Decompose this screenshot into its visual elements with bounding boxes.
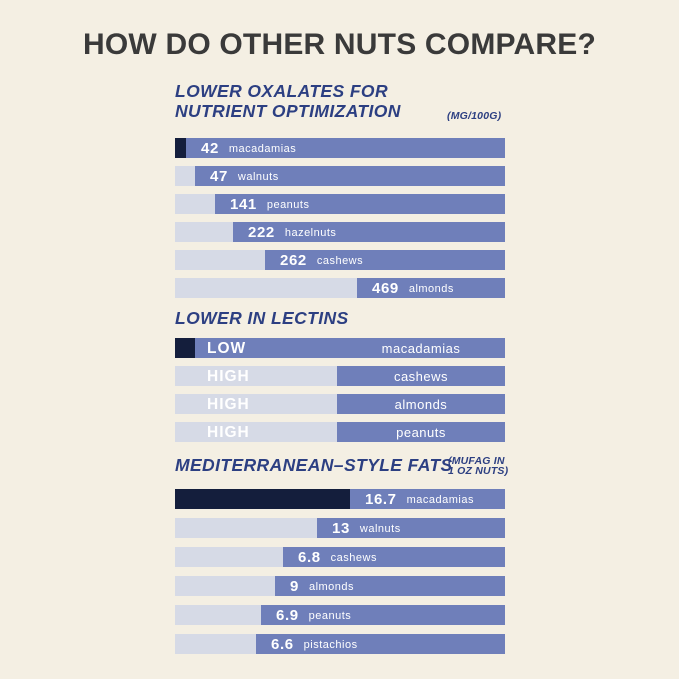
bar-row-walnuts: 13 walnuts xyxy=(175,518,505,538)
bar-label: walnuts xyxy=(359,522,401,535)
bar-row-almonds: HIGH almonds xyxy=(175,394,505,414)
section-oxalates: LOWER OXALATES FOR NUTRIENT OPTIMIZATION… xyxy=(175,81,505,306)
level-value: HIGH xyxy=(207,368,250,385)
value-segment xyxy=(175,422,337,442)
bar-label: peanuts xyxy=(266,198,310,211)
bar-value: 469 xyxy=(372,279,399,297)
bar-label: macadamias xyxy=(406,493,474,506)
bar-label: peanuts xyxy=(396,425,446,440)
bar-value: 141 xyxy=(230,195,257,213)
section-heading-line: LOWER IN LECTINS xyxy=(175,308,349,328)
bar-row-hazelnuts: 222 hazelnuts xyxy=(175,222,505,242)
bar-label: macadamias xyxy=(228,142,297,155)
bar-label: peanuts xyxy=(308,609,352,622)
section-heading: MEDITERRANEAN–STYLE FATS xyxy=(175,455,505,475)
bar-value: 9 xyxy=(290,577,299,595)
value-segment xyxy=(175,278,357,298)
value-segment xyxy=(175,366,337,386)
value-segment xyxy=(175,518,317,538)
section-unit-line: (MG/100G) xyxy=(447,110,502,122)
bar-label: hazelnuts xyxy=(284,226,337,239)
value-segment xyxy=(175,194,215,214)
highlight-segment xyxy=(175,138,186,158)
section-heading: LOWER OXALATES FOR NUTRIENT OPTIMIZATION xyxy=(175,81,505,121)
section-fats: MEDITERRANEAN–STYLE FATS (MUFAG IN 1 OZ … xyxy=(175,455,509,663)
level-value: HIGH xyxy=(207,396,250,413)
level-value: HIGH xyxy=(207,424,250,441)
bar-value: 6.8 xyxy=(298,548,321,566)
section-heading: LOWER IN LECTINS xyxy=(175,308,505,328)
bar-label: cashews xyxy=(393,369,449,384)
bar-value: 262 xyxy=(280,251,307,269)
bar-row-cashews: 6.8 cashews xyxy=(175,547,505,567)
bar-chart-fats: 16.7 macadamias 13 walnuts 6.8 cashews 9 almond… xyxy=(175,489,505,654)
value-segment xyxy=(175,547,283,567)
bar-value: 222 xyxy=(248,223,275,241)
bar-label: almonds xyxy=(408,282,454,295)
value-segment xyxy=(175,250,265,270)
bar-value: 6.6 xyxy=(271,635,294,653)
value-segment xyxy=(175,222,233,242)
section-heading-line: MEDITERRANEAN–STYLE FATS xyxy=(175,455,453,475)
bar-chart-lectins: LOW macadamias HIGH cashews HIGH almonds HIGH p… xyxy=(175,338,505,442)
bar-chart-oxalates: 42 macadamias 47 walnuts 141 peanuts 222 hazeln… xyxy=(175,138,505,298)
bar-label: cashews xyxy=(330,551,377,564)
bar-row-almonds: 9 almonds xyxy=(175,576,505,596)
highlight-segment xyxy=(175,338,195,358)
bar-row-pistachios: 6.6 pistachios xyxy=(175,634,505,654)
bar-row-macadamias: 16.7 macadamias xyxy=(175,489,505,509)
value-segment xyxy=(175,576,275,596)
level-value: LOW xyxy=(207,340,247,357)
bar-label: walnuts xyxy=(237,170,279,183)
bar-row-macadamias: 42 macadamias xyxy=(175,138,505,158)
bar-row-peanuts: 6.9 peanuts xyxy=(175,605,505,625)
value-segment xyxy=(175,634,256,654)
bar-row-peanuts: HIGH peanuts xyxy=(175,422,505,442)
bar-row-cashews: HIGH cashews xyxy=(175,366,505,386)
section-lectins: LOWER IN LECTINS LOW macadamias HIGH cashew… xyxy=(175,308,505,450)
section-unit-line: 1 OZ NUTS) xyxy=(448,465,509,477)
bar-value: 6.9 xyxy=(276,606,299,624)
bar-row-peanuts: 141 peanuts xyxy=(175,194,505,214)
section-unit-line: (MUFAG IN xyxy=(448,455,505,467)
bar-value: 42 xyxy=(201,139,219,157)
bar-label: almonds xyxy=(308,580,355,593)
highlight-segment xyxy=(175,489,350,509)
section-heading-line: NUTRIENT OPTIMIZATION xyxy=(175,101,401,121)
bar-label: cashews xyxy=(316,254,364,267)
section-unit: (MG/100G) xyxy=(447,110,502,122)
bar-value: 13 xyxy=(332,519,350,537)
bar-value: 16.7 xyxy=(365,490,397,508)
value-segment xyxy=(175,394,337,414)
page-title: HOW DO OTHER NUTS COMPARE? xyxy=(83,28,596,61)
value-segment xyxy=(175,166,195,186)
section-heading-line: LOWER OXALATES FOR xyxy=(175,81,388,101)
bar-label: almonds xyxy=(394,397,448,412)
bar-row-walnuts: 47 walnuts xyxy=(175,166,505,186)
bar-value: 47 xyxy=(210,167,228,185)
bar-label: macadamias xyxy=(381,341,461,356)
bar-label: pistachios xyxy=(303,638,358,651)
bar-row-almonds: 469 almonds xyxy=(175,278,505,298)
section-unit: (MUFAG IN 1 OZ NUTS) xyxy=(448,455,509,477)
bar-row-macadamias: LOW macadamias xyxy=(175,338,505,358)
bar-row-cashews: 262 cashews xyxy=(175,250,505,270)
value-segment xyxy=(175,605,261,625)
